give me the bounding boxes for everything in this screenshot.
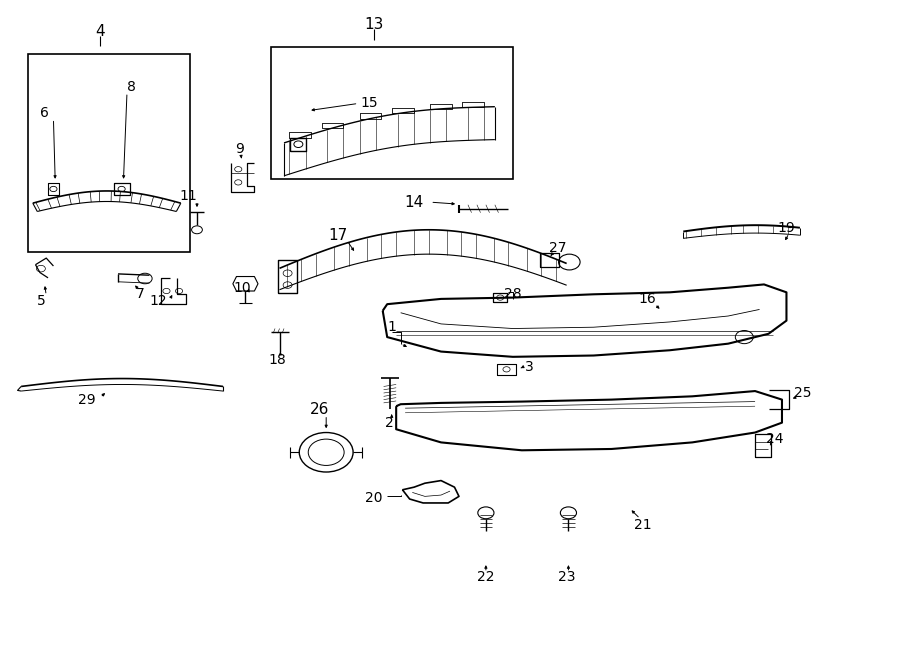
Text: 27: 27	[549, 241, 566, 255]
Text: 11: 11	[179, 188, 197, 202]
Text: 1: 1	[387, 320, 396, 334]
Text: 16: 16	[638, 292, 656, 306]
Text: 22: 22	[477, 570, 495, 584]
Text: 24: 24	[766, 432, 784, 446]
Text: 12: 12	[149, 294, 167, 308]
Text: 23: 23	[558, 570, 575, 584]
Text: 28: 28	[504, 288, 522, 301]
Text: 14: 14	[404, 194, 424, 210]
Text: 29: 29	[77, 393, 95, 407]
Text: 7: 7	[136, 288, 145, 301]
Bar	[28, 54, 190, 252]
Text: 5: 5	[38, 294, 46, 308]
Text: 6: 6	[40, 106, 49, 120]
Text: 4: 4	[95, 24, 105, 38]
Text: 26: 26	[310, 402, 329, 417]
Text: 2: 2	[384, 416, 393, 430]
Text: 9: 9	[235, 143, 244, 157]
Text: 17: 17	[328, 227, 347, 243]
Text: 3: 3	[525, 360, 534, 373]
Text: 18: 18	[269, 353, 286, 367]
Text: 15: 15	[360, 97, 378, 110]
Text: 13: 13	[364, 17, 383, 32]
Bar	[271, 48, 513, 179]
Text: 21: 21	[634, 518, 652, 531]
Text: 25: 25	[794, 386, 812, 400]
Text: 19: 19	[778, 221, 796, 235]
Text: 10: 10	[233, 281, 251, 295]
Text: 8: 8	[127, 80, 136, 94]
Text: 20: 20	[365, 491, 382, 506]
